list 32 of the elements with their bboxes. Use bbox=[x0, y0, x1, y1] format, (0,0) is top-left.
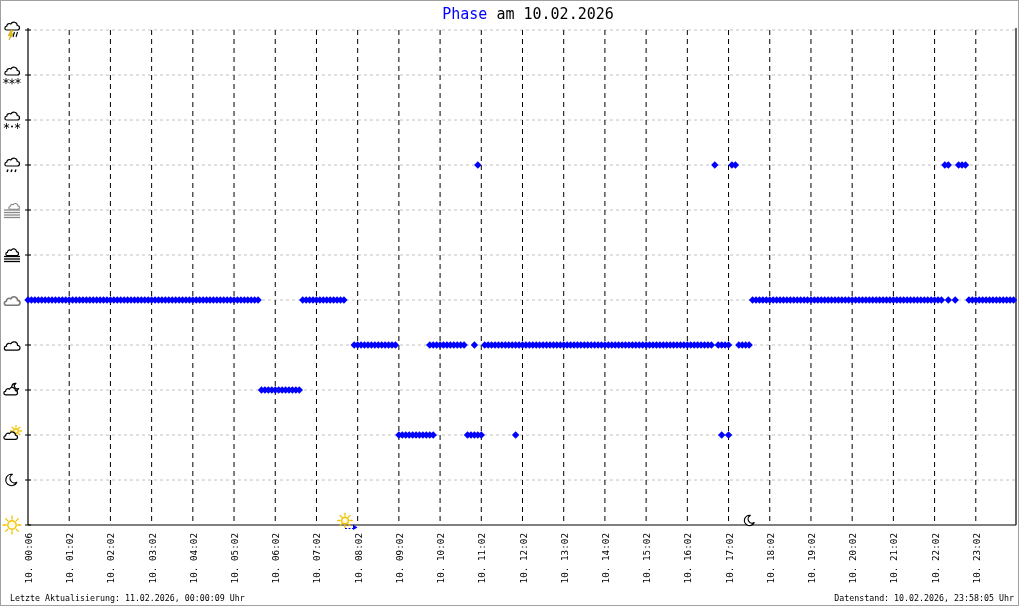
point bbox=[724, 431, 733, 439]
x-tick-label: 10. 15:02 bbox=[640, 533, 652, 584]
x-tick-label: 10. 04:02 bbox=[187, 533, 199, 584]
x-tick-label: 10. 21:02 bbox=[887, 533, 899, 584]
x-tick-label: 10. 02:02 bbox=[104, 533, 116, 584]
point bbox=[717, 431, 726, 439]
x-tick-label: 10. 11:02 bbox=[475, 533, 487, 584]
point bbox=[470, 341, 479, 349]
text: Letzte Aktualisierung: 11.02.2026, 00:00:09 Uhr bbox=[10, 593, 245, 603]
x-tick-label: 10. 14:02 bbox=[599, 533, 611, 584]
text: Datenstand: 10.02.2026, 23:58:05 Uhr bbox=[834, 593, 1014, 603]
x-tick-label: 10. 18:02 bbox=[764, 533, 776, 584]
x-tick-label: 10. 07:02 bbox=[310, 533, 322, 584]
x-tick-label: 10. 12:02 bbox=[517, 533, 528, 584]
x-tick-label: 10. 00:06 bbox=[22, 533, 34, 584]
x-tick-label: 10. 17:02 bbox=[723, 533, 735, 584]
x-tick-label: 10. 06:02 bbox=[269, 533, 281, 584]
x-tick-label: 10. 19:02 bbox=[805, 533, 817, 584]
x-tick-label: 10. 03:02 bbox=[146, 533, 158, 584]
x-tick-label: 10. 10:02 bbox=[434, 533, 446, 584]
x-tick-label: 10. 13:02 bbox=[558, 533, 570, 584]
x-tick-label: 10. 01:02 bbox=[63, 533, 75, 584]
point bbox=[944, 296, 953, 304]
point bbox=[511, 431, 520, 439]
x-tick-label: 10. 20:02 bbox=[846, 533, 858, 584]
x-tick-label: 10. 05:02 bbox=[228, 533, 240, 584]
x-tick-label: 10. 08:02 bbox=[352, 533, 364, 584]
x-tick-label: 10. 23:02 bbox=[970, 533, 982, 584]
x-tick-label: 10. 22:02 bbox=[929, 533, 941, 584]
chart-title: Phase am 10.02.2026 bbox=[442, 5, 614, 23]
x-tick-label: 10. 09:02 bbox=[393, 533, 405, 584]
x-tick-label: 10. 16:02 bbox=[681, 533, 693, 584]
